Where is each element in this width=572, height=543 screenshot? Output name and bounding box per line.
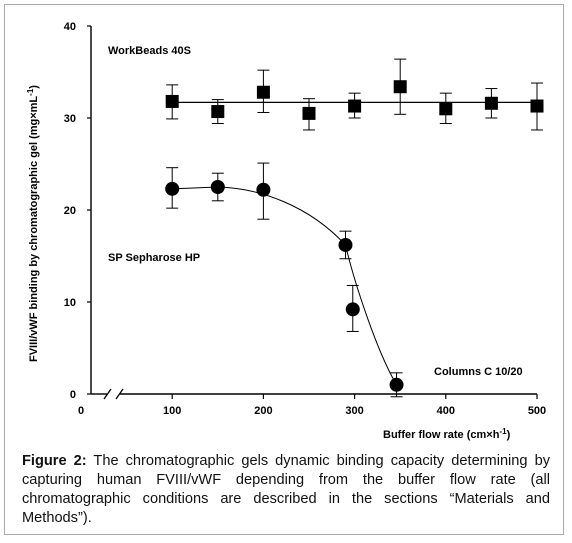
x-axis-label-sup: -1 — [499, 427, 507, 436]
data-point-workbeads — [484, 96, 498, 110]
caption-text: The chromatographic gels dynamic binding… — [22, 453, 550, 526]
data-point-sepharose — [338, 237, 353, 252]
data-point-sepharose — [165, 181, 180, 196]
columns-annotation: Columns C 10/20 — [434, 366, 523, 378]
x-axis-label: Buffer flow rate (cm×h-1) — [383, 427, 511, 441]
y-axis-label-main: FVIII/vWF binding by chromatographic gel… — [28, 96, 40, 362]
data-point-workbeads — [256, 85, 270, 99]
data-point-workbeads — [393, 80, 407, 94]
x-axis-break-mark-2 — [115, 388, 124, 400]
y-axis-label-sup: -1 — [26, 88, 35, 96]
data-point-sepharose — [345, 302, 360, 317]
x-tick-label: 300 — [345, 405, 363, 417]
x-tick-label: 500 — [528, 405, 546, 417]
x-tick-label: 200 — [254, 405, 272, 417]
y-tick-label: 30 — [64, 113, 76, 125]
series-label-sepharose: SP Sepharose HP — [108, 252, 200, 264]
y-tick-label: 40 — [64, 21, 76, 33]
markers — [165, 80, 544, 392]
x-axis-label-main: Buffer flow rate (cm×h — [383, 429, 500, 441]
data-point-sepharose — [210, 180, 225, 194]
caption-label: Figure 2: — [22, 453, 87, 469]
figure-frame — [4, 4, 564, 535]
data-point-workbeads — [348, 99, 362, 113]
data-point-workbeads — [439, 102, 453, 116]
plot-area: 0 10 20 30 40 0 100 200 300 400 500 WorkBeads 40S… — [26, 21, 546, 441]
y-tick-label: 20 — [64, 205, 76, 217]
y-tick-label: 0 — [70, 389, 76, 401]
x-ticks: 0 100 200 300 400 500 — [78, 394, 546, 417]
chart-svg: 0 10 20 30 40 0 100 200 300 400 500 WorkBeads 40S… — [26, 21, 546, 441]
series-label-workbeads: WorkBeads 40S — [108, 45, 191, 57]
x-axis-label-end: ) — [507, 429, 511, 441]
data-point-workbeads — [530, 99, 544, 113]
y-axis-label-end: ) — [28, 85, 40, 89]
fit-line-sepharose — [172, 186, 397, 386]
y-axis-label: FVIII/vWF binding by chromatographic gel… — [26, 85, 40, 362]
figure-caption: Figure 2: The chromatographic gels dynam… — [22, 452, 550, 528]
data-point-workbeads — [211, 105, 225, 119]
y-ticks: 0 10 20 30 40 — [64, 21, 91, 401]
fit-lines — [172, 101, 537, 386]
x-axis-break-mark-1 — [103, 388, 112, 400]
x-tick-label: 100 — [163, 405, 181, 417]
data-point-workbeads — [165, 94, 179, 108]
data-point-sepharose — [256, 182, 271, 197]
x-tick-label: 0 — [78, 405, 84, 417]
y-tick-label: 10 — [64, 297, 76, 309]
x-tick-label: 400 — [437, 405, 455, 417]
data-point-workbeads — [302, 106, 316, 120]
data-point-sepharose — [389, 377, 404, 392]
